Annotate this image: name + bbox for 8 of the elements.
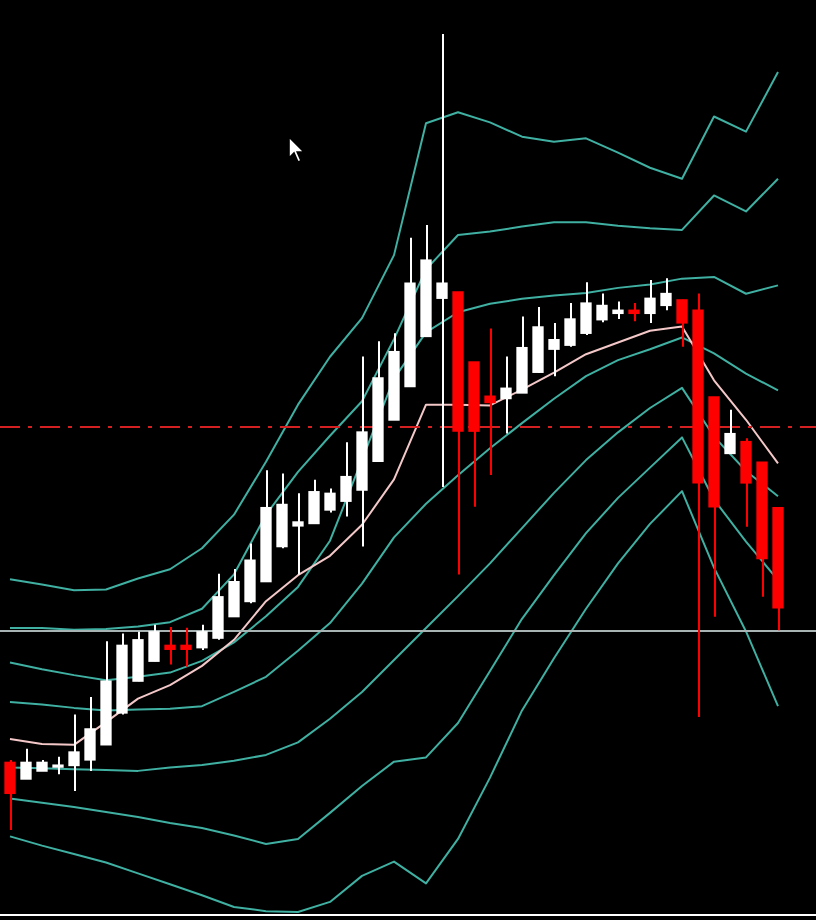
- candlestick: [148, 623, 160, 663]
- candlestick: [84, 696, 96, 773]
- candlestick: [580, 281, 592, 336]
- candlestick: [564, 302, 576, 348]
- candlestick: [292, 492, 304, 576]
- candlestick: [676, 298, 688, 348]
- candlestick: [52, 755, 64, 776]
- candlestick: [436, 33, 448, 488]
